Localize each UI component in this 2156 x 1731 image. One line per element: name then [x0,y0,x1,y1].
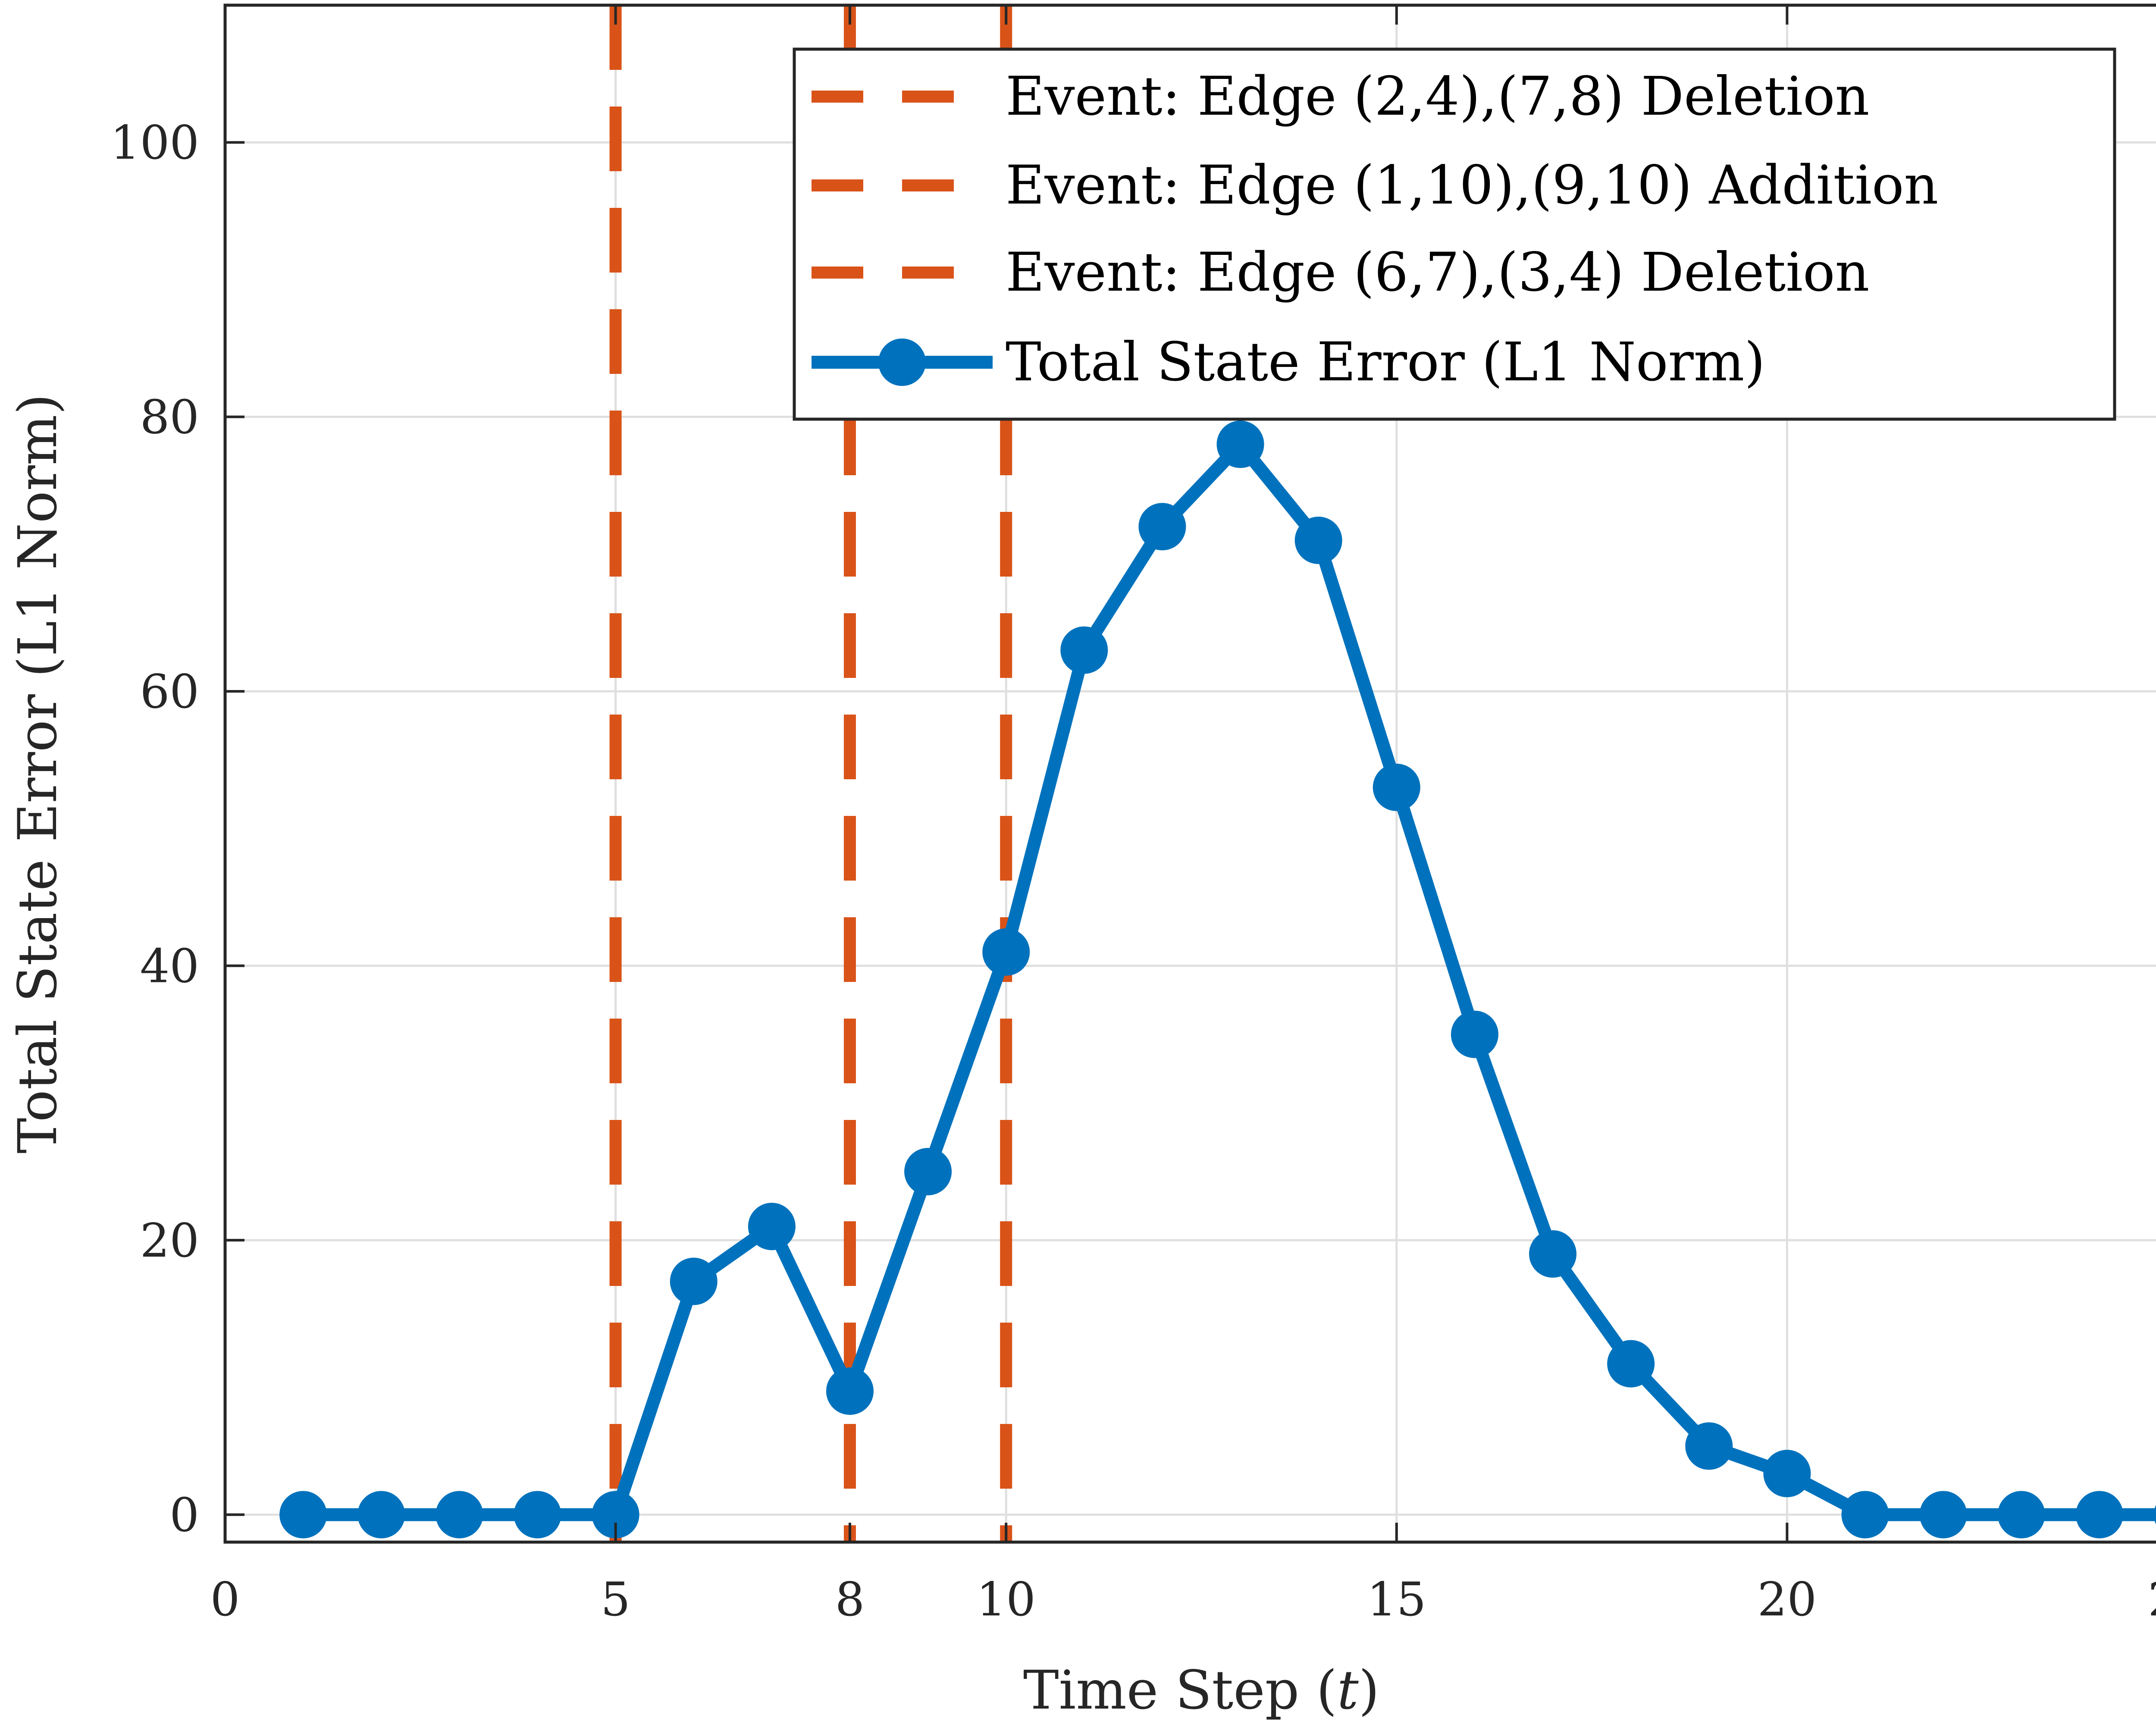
data-point [1685,1422,1733,1470]
legend-entry-label: Event: Edge (1,10),(9,10) Addition [1006,154,1938,216]
legend: Event: Edge (2,4),(7,8) Deletion Event: E… [793,47,2116,421]
x-tick-label: 20 [1758,1573,1817,1627]
data-point [2154,1505,2156,1525]
data-point [826,1367,874,1415]
y-tick-label: 0 [169,1488,199,1542]
data-point [670,1257,718,1305]
y-tick-label: 60 [140,665,199,719]
data-point [592,1491,639,1539]
x-tick-label: 10 [976,1573,1035,1627]
data-point [1451,1010,1498,1058]
data-point [982,928,1030,976]
plot-frame [223,3,2156,1544]
y-tick-label: 80 [140,391,199,445]
x-axis-label-variable: t [1337,1659,1359,1722]
data-point [1919,1491,1967,1539]
data-point [1841,1491,1889,1539]
y-axis-label: Total State Error (L1 Norm) [7,394,69,1154]
data-point [1997,1491,2045,1539]
data-point [1294,517,1342,564]
data-point [748,1203,796,1251]
y-tick-label: 20 [140,1214,199,1268]
error-series [279,420,2156,1539]
legend-box [793,47,2116,421]
data-point [357,1491,405,1539]
data-point [1216,420,1264,468]
x-axis-label-suffix: ) [1359,1659,1379,1722]
data-point [1529,1230,1577,1278]
data-point [514,1491,561,1539]
x-tick-label: 25 [2148,1573,2156,1627]
axis-ticks: 0 5 8 10 15 20 25 0 20 40 60 80 100 [110,5,2156,1627]
data-point [2075,1491,2123,1539]
y-tick-label: 100 [110,116,199,170]
x-tick-label: 0 [210,1573,240,1627]
data-point [1373,763,1420,811]
data-point [279,1491,327,1539]
data-point [904,1148,952,1195]
data-point [436,1491,483,1539]
legend-series-marker [878,339,926,386]
data-point [1060,626,1108,674]
x-tick-label: 8 [835,1573,865,1627]
legend-entry-label: Event: Edge (2,4),(7,8) Deletion [1006,66,1870,128]
data-point [1138,503,1186,551]
legend-entry-label: Total State Error (L1 Norm) [1006,331,1765,393]
y-tick-label: 40 [140,940,199,994]
x-axis-label: Time Step (t) [1023,1659,1379,1722]
legend-entry-label: Event: Edge (6,7),(3,4) Deletion [1006,241,1870,304]
x-tick-label: 5 [601,1573,630,1627]
x-axis-label-prefix: Time Step ( [1023,1659,1337,1722]
data-point [1607,1340,1655,1388]
data-point [1763,1449,1811,1497]
x-tick-label: 15 [1367,1573,1426,1627]
